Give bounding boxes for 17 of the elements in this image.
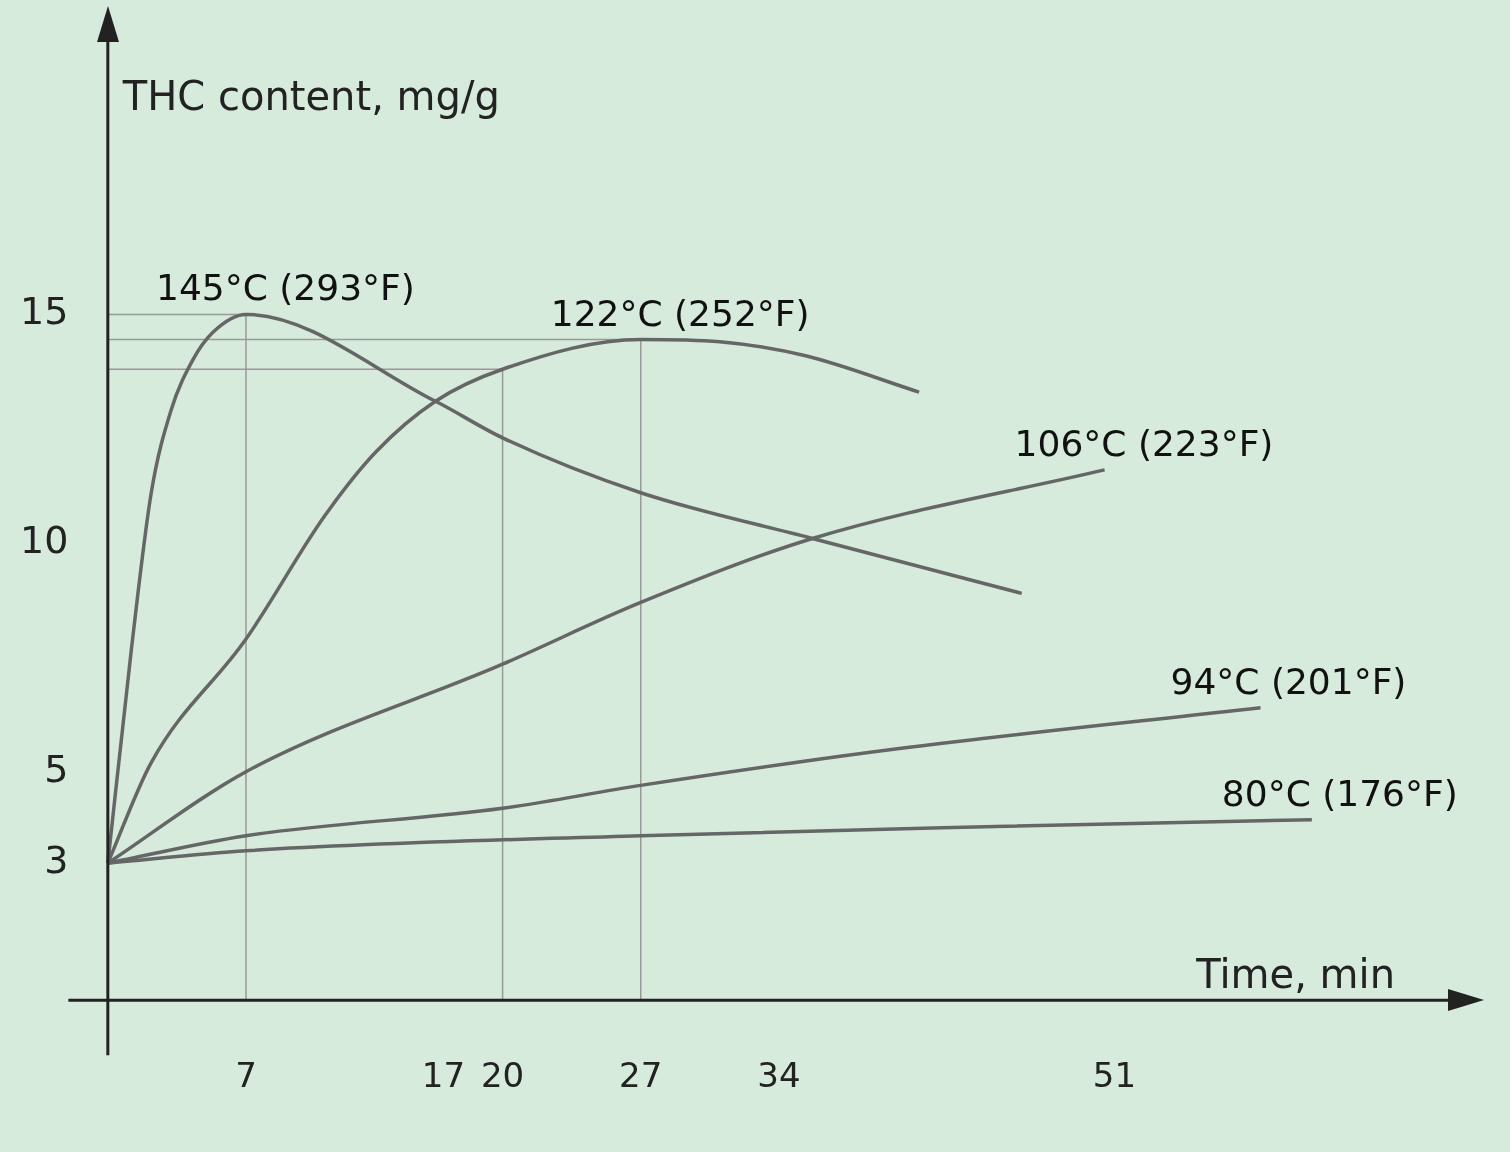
y-tick-label: 10 [19, 517, 69, 562]
x-tick-label: 27 [619, 1055, 663, 1096]
series-label: 80°C (176°F) [1221, 772, 1458, 814]
x-tick-label: 17 [421, 1055, 465, 1096]
y-tick-label: 3 [44, 838, 69, 883]
series-label: 122°C (252°F) [550, 292, 810, 334]
x-tick-label: 20 [480, 1055, 525, 1096]
x-tick-label: 51 [1092, 1055, 1137, 1096]
x-tick-label: 7 [235, 1055, 257, 1096]
y-tick-label: 15 [19, 289, 69, 334]
series-label: 106°C (223°F) [1014, 422, 1274, 464]
y-tick-label: 5 [44, 746, 69, 791]
series-label: 94°C (201°F) [1170, 660, 1407, 702]
x-axis-title: Time, min [1195, 951, 1395, 998]
x-tick-label: 34 [757, 1055, 801, 1096]
y-axis-title: THC content, mg/g [121, 73, 500, 119]
series-label: 145°C (293°F) [155, 267, 415, 309]
